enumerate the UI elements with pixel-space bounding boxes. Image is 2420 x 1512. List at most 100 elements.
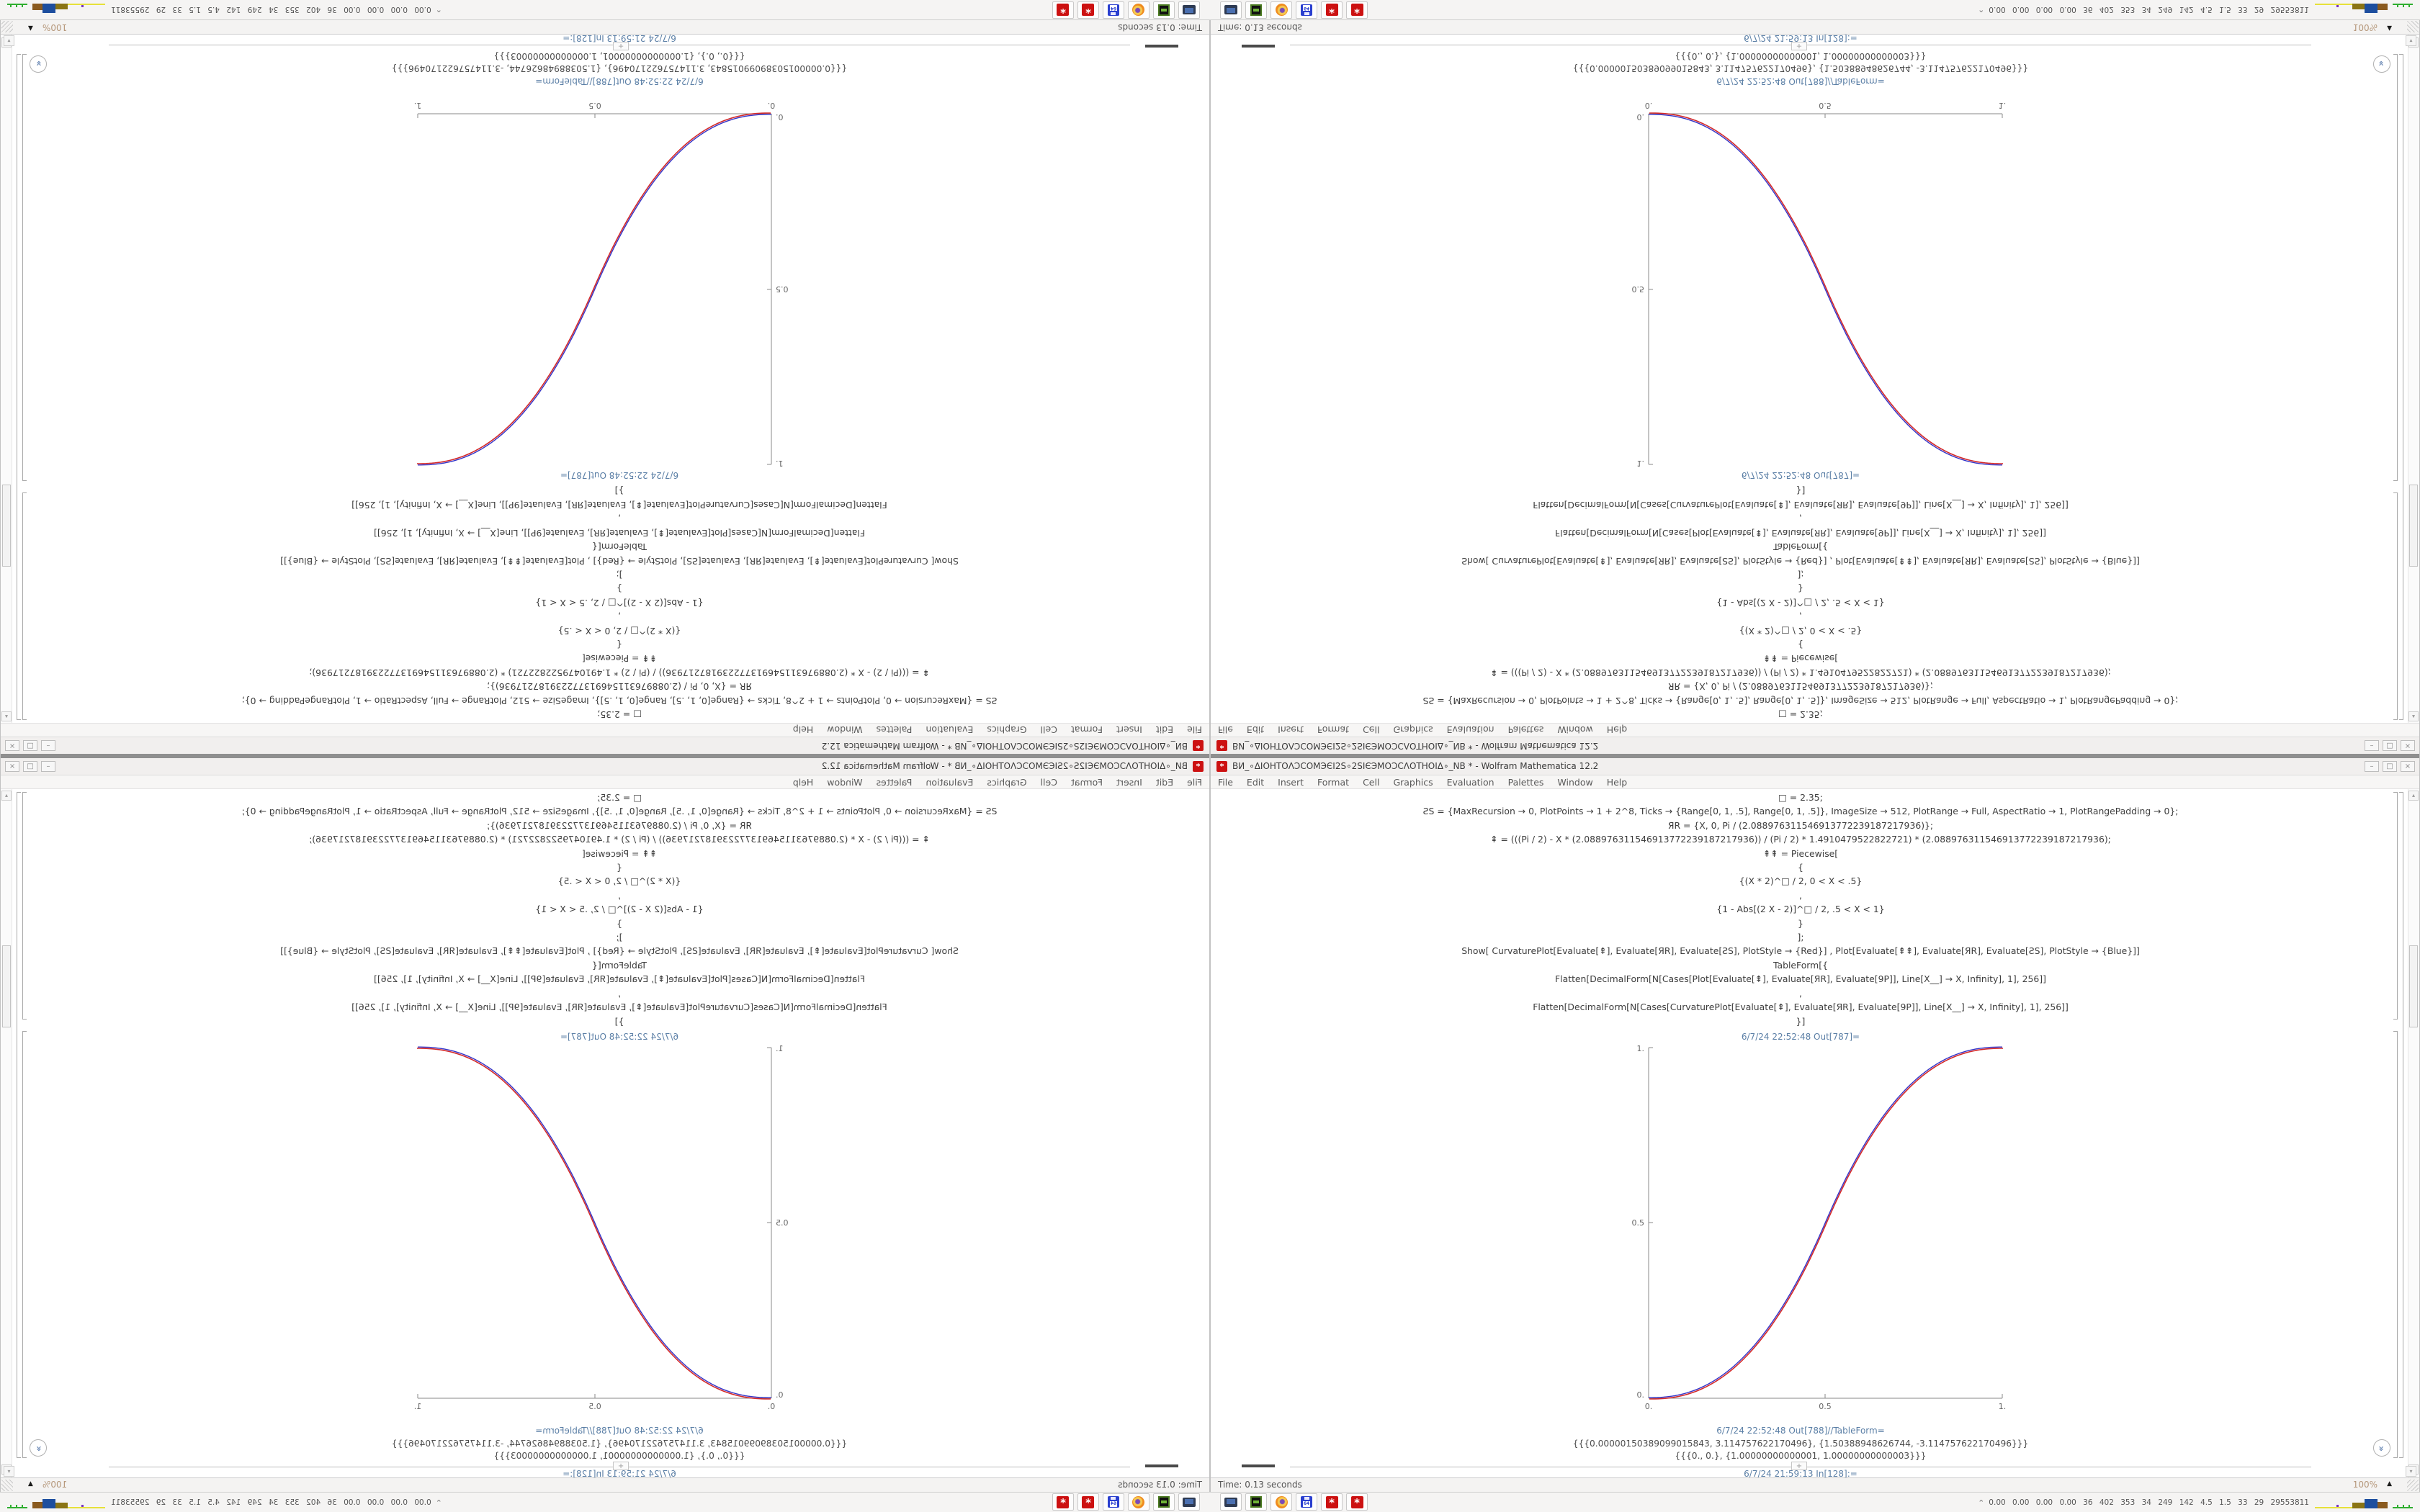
- minimize-button[interactable]: –: [41, 740, 55, 751]
- horizontal-scrollbar-thumb[interactable]: [1145, 45, 1178, 48]
- magnification-dropdown-icon[interactable]: ▾: [2406, 1466, 2416, 1477]
- jump-to-end-button[interactable]: «: [2373, 1439, 2390, 1457]
- titlebar[interactable]: * ВИ_∘ΔΙΟΗΤΟΛƆCOMЭЄI2S∘2SIЄЭMOƆCΛΟΤΗΟΙΔ∘…: [1, 758, 1209, 775]
- minimize-button[interactable]: –: [2365, 740, 2379, 751]
- jump-to-end-button[interactable]: «: [30, 1439, 47, 1457]
- vertical-scrollbar-thumb[interactable]: [2, 485, 11, 567]
- cell-group-bracket[interactable]: [2399, 792, 2403, 1458]
- magnification-dropdown-icon[interactable]: ▾: [2406, 35, 2416, 46]
- magnification-dropdown-icon[interactable]: ▾: [4, 35, 14, 46]
- taskbar-item-green-device[interactable]: [1245, 1493, 1267, 1511]
- taskbar-item-mathematica-1[interactable]: *: [1077, 1, 1099, 19]
- output-cell-bracket[interactable]: [2393, 54, 2398, 481]
- input-code-cell[interactable]: □ = 2.35; ƧS = {MaxRecursion → 0, PlotPo…: [44, 484, 1195, 721]
- menu-insert[interactable]: Insert: [1116, 776, 1142, 788]
- maximize-button[interactable]: □: [2383, 740, 2397, 751]
- taskbar-item-mathematica-2[interactable]: *: [1346, 1493, 1368, 1511]
- taskbar-item-screen-capture[interactable]: [1178, 1, 1200, 19]
- output-cell-bracket[interactable]: [22, 1031, 27, 1458]
- notebook-content[interactable]: □ = 2.35; ƧS = {MaxRecursion → 0, PlotPo…: [1211, 789, 2419, 1477]
- menu-cell[interactable]: Cell: [1040, 724, 1057, 736]
- vertical-scrollbar-track[interactable]: [1, 789, 12, 1477]
- menu-format[interactable]: Format: [1070, 776, 1103, 788]
- taskbar-item-green-device[interactable]: [1153, 1, 1175, 19]
- tray-mini-chart[interactable]: [6, 1493, 105, 1512]
- scroll-up-button[interactable]: ▴: [2408, 711, 2419, 721]
- menu-edit[interactable]: Edit: [1246, 724, 1265, 736]
- menu-cell[interactable]: Cell: [1040, 776, 1057, 788]
- taskbar-item-mathematica-2[interactable]: *: [1052, 1, 1074, 19]
- maximize-button[interactable]: □: [2383, 761, 2397, 772]
- vertical-scrollbar-track[interactable]: [1, 35, 12, 723]
- notebook-content[interactable]: □ = 2.35; ƧS = {MaxRecursion → 0, PlotPo…: [1, 789, 1209, 1477]
- menu-evaluation[interactable]: Evaluation: [1446, 776, 1494, 788]
- close-button[interactable]: ×: [5, 761, 19, 772]
- zoom-level[interactable]: 100%: [2352, 22, 2378, 32]
- taskbar-item-mathematica-1[interactable]: *: [1321, 1, 1343, 19]
- expand-triangle-icon[interactable]: ▲: [28, 24, 33, 32]
- tray-mini-chart[interactable]: [6, 0, 105, 19]
- magnification-dropdown-icon[interactable]: ▾: [4, 1466, 14, 1477]
- menu-help[interactable]: Help: [792, 776, 814, 788]
- taskbar-item-mathematica-1[interactable]: *: [1321, 1493, 1343, 1511]
- input-code-cell[interactable]: □ = 2.35; ƧS = {MaxRecursion → 0, PlotPo…: [1225, 484, 2376, 721]
- tray-expander-icon[interactable]: ⌃: [436, 1498, 442, 1508]
- close-button[interactable]: ×: [5, 740, 19, 751]
- menu-help[interactable]: Help: [1606, 724, 1628, 736]
- taskbar-item-mathematica-1[interactable]: *: [1077, 1493, 1099, 1511]
- taskbar-item-mathematica-2[interactable]: *: [1052, 1493, 1074, 1511]
- menu-insert[interactable]: Insert: [1278, 724, 1304, 736]
- titlebar[interactable]: * ВИ_∘ΔΙΟΗΤΟΛƆCOMЭЄI2S∘2SIЄЭMOƆCΛΟΤΗΟΙΔ∘…: [1, 737, 1209, 754]
- menu-cell[interactable]: Cell: [1363, 776, 1380, 788]
- menu-edit[interactable]: Edit: [1155, 776, 1174, 788]
- vertical-scrollbar-track[interactable]: [2408, 35, 2419, 723]
- titlebar[interactable]: * ВИ_∘ΔΙΟΗΤΟΛƆCOMЭЄI2S∘2SIЄЭMOƆCΛΟΤΗΟΙΔ∘…: [1211, 737, 2419, 754]
- menu-file[interactable]: File: [1218, 776, 1233, 788]
- resize-grip[interactable]: [1, 21, 13, 32]
- menu-palettes[interactable]: Palettes: [1507, 776, 1544, 788]
- maximize-button[interactable]: □: [23, 740, 37, 751]
- input-cell-bracket[interactable]: [22, 792, 27, 1020]
- vertical-scrollbar-thumb[interactable]: [2409, 945, 2418, 1027]
- cell-group-bracket[interactable]: [17, 54, 21, 720]
- menu-file[interactable]: File: [1218, 724, 1233, 736]
- scroll-up-button[interactable]: ▴: [1, 791, 12, 801]
- input-code-cell[interactable]: □ = 2.35; ƧS = {MaxRecursion → 0, PlotPo…: [44, 791, 1195, 1028]
- taskbar-item-floppy[interactable]: 64: [1103, 1, 1124, 19]
- menu-window[interactable]: Window: [1557, 776, 1593, 788]
- input-cell-bracket[interactable]: [22, 492, 27, 720]
- taskbar-item-floppy[interactable]: 64: [1296, 1, 1317, 19]
- zoom-level[interactable]: 100%: [2352, 1480, 2378, 1490]
- menu-evaluation[interactable]: Evaluation: [1446, 724, 1494, 736]
- input-cell-bracket[interactable]: [2393, 492, 2398, 720]
- menu-window[interactable]: Window: [827, 724, 863, 736]
- taskbar-item-firefox[interactable]: [1128, 1, 1150, 19]
- menu-insert[interactable]: Insert: [1116, 724, 1142, 736]
- input-cell-bracket[interactable]: [2393, 792, 2398, 1020]
- menu-insert[interactable]: Insert: [1278, 776, 1304, 788]
- taskbar-item-floppy[interactable]: 64: [1296, 1493, 1317, 1511]
- expand-triangle-icon[interactable]: ▲: [2387, 1480, 2392, 1488]
- notebook-content[interactable]: □ = 2.35; ƧS = {MaxRecursion → 0, PlotPo…: [1, 35, 1209, 723]
- menu-format[interactable]: Format: [1317, 724, 1350, 736]
- taskbar-item-firefox[interactable]: [1270, 1, 1292, 19]
- taskbar-item-green-device[interactable]: [1153, 1493, 1175, 1511]
- close-button[interactable]: ×: [2401, 740, 2415, 751]
- taskbar-item-firefox[interactable]: [1128, 1493, 1150, 1511]
- tray-expander-icon[interactable]: ⌃: [1978, 4, 1984, 14]
- zoom-level[interactable]: 100%: [42, 1480, 68, 1490]
- menu-evaluation[interactable]: Evaluation: [926, 776, 974, 788]
- menu-edit[interactable]: Edit: [1246, 776, 1265, 788]
- taskbar-item-screen-capture[interactable]: [1220, 1493, 1242, 1511]
- input-code-cell[interactable]: □ = 2.35; ƧS = {MaxRecursion → 0, PlotPo…: [1225, 791, 2376, 1028]
- close-button[interactable]: ×: [2401, 761, 2415, 772]
- resize-grip[interactable]: [1, 1480, 13, 1491]
- taskbar-item-screen-capture[interactable]: [1178, 1493, 1200, 1511]
- menu-help[interactable]: Help: [1606, 776, 1628, 788]
- maximize-button[interactable]: □: [23, 761, 37, 772]
- menu-palettes[interactable]: Palettes: [876, 724, 913, 736]
- taskbar-item-green-device[interactable]: [1245, 1, 1267, 19]
- output-cell-bracket[interactable]: [22, 54, 27, 481]
- menu-edit[interactable]: Edit: [1155, 724, 1174, 736]
- jump-to-end-button[interactable]: «: [2373, 55, 2390, 73]
